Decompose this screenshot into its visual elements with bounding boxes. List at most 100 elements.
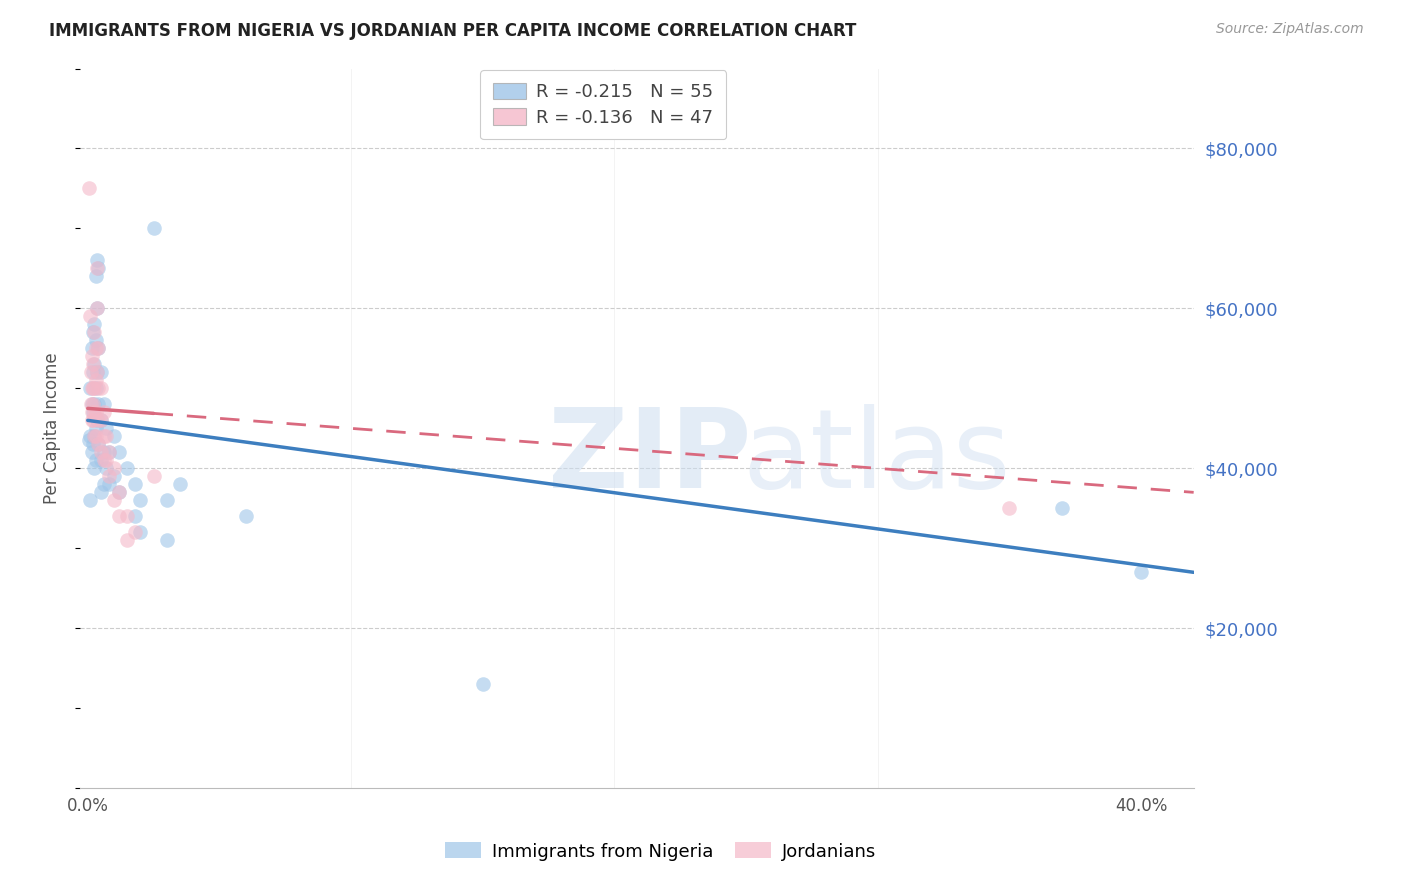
Point xyxy=(124,477,146,491)
Point xyxy=(93,429,115,443)
Point xyxy=(79,381,101,395)
Point xyxy=(83,326,105,340)
Point xyxy=(82,326,104,340)
Point xyxy=(87,342,110,356)
Point xyxy=(1050,501,1073,516)
Point xyxy=(93,445,115,459)
Point xyxy=(90,445,112,459)
Point xyxy=(86,301,108,316)
Point xyxy=(79,493,101,508)
Point xyxy=(97,469,120,483)
Point xyxy=(87,413,110,427)
Point xyxy=(80,381,103,395)
Point xyxy=(77,434,100,448)
Point xyxy=(103,461,125,475)
Point xyxy=(80,397,103,411)
Point xyxy=(80,350,103,364)
Point xyxy=(79,310,101,324)
Point xyxy=(82,437,104,451)
Point xyxy=(82,397,104,411)
Point xyxy=(87,437,110,451)
Point xyxy=(90,485,112,500)
Point xyxy=(97,445,120,459)
Point xyxy=(90,381,112,395)
Point xyxy=(90,413,112,427)
Point xyxy=(84,342,107,356)
Point xyxy=(96,453,118,467)
Point xyxy=(998,501,1021,516)
Point xyxy=(83,381,105,395)
Point xyxy=(80,342,103,356)
Point xyxy=(108,485,131,500)
Point xyxy=(86,365,108,379)
Point xyxy=(1130,566,1153,580)
Point xyxy=(87,397,110,411)
Point xyxy=(80,365,103,379)
Point xyxy=(117,533,139,548)
Point xyxy=(84,334,107,348)
Point xyxy=(83,358,105,372)
Point xyxy=(83,429,105,443)
Point xyxy=(82,365,104,379)
Point xyxy=(79,429,101,443)
Point xyxy=(97,477,120,491)
Point xyxy=(83,461,105,475)
Point xyxy=(87,261,110,276)
Point xyxy=(87,342,110,356)
Point xyxy=(80,445,103,459)
Point xyxy=(96,461,118,475)
Legend: Immigrants from Nigeria, Jordanians: Immigrants from Nigeria, Jordanians xyxy=(436,833,886,870)
Point xyxy=(82,381,104,395)
Point xyxy=(86,261,108,276)
Y-axis label: Per Capita Income: Per Capita Income xyxy=(44,352,60,504)
Point xyxy=(77,181,100,195)
Point xyxy=(82,358,104,372)
Text: ZIP: ZIP xyxy=(548,404,751,510)
Point xyxy=(87,437,110,451)
Point xyxy=(124,525,146,540)
Point xyxy=(471,677,494,691)
Text: atlas: atlas xyxy=(742,404,1011,510)
Point xyxy=(84,269,107,284)
Point xyxy=(80,397,103,411)
Point xyxy=(235,509,257,524)
Point xyxy=(83,429,105,443)
Point xyxy=(169,477,191,491)
Point xyxy=(90,453,112,467)
Point xyxy=(86,301,108,316)
Point xyxy=(84,405,107,419)
Legend: R = -0.215   N = 55, R = -0.136   N = 47: R = -0.215 N = 55, R = -0.136 N = 47 xyxy=(481,70,727,139)
Point xyxy=(93,405,115,419)
Point xyxy=(142,469,165,483)
Point xyxy=(108,445,131,459)
Point xyxy=(84,429,107,443)
Point xyxy=(93,397,115,411)
Point xyxy=(97,445,120,459)
Point xyxy=(103,469,125,483)
Point xyxy=(124,509,146,524)
Point xyxy=(80,405,103,419)
Point xyxy=(117,461,139,475)
Point xyxy=(96,421,118,435)
Point xyxy=(87,381,110,395)
Point xyxy=(86,253,108,268)
Point xyxy=(93,453,115,467)
Point xyxy=(82,405,104,419)
Point xyxy=(86,365,108,379)
Text: IMMIGRANTS FROM NIGERIA VS JORDANIAN PER CAPITA INCOME CORRELATION CHART: IMMIGRANTS FROM NIGERIA VS JORDANIAN PER… xyxy=(49,22,856,40)
Point xyxy=(129,525,152,540)
Point xyxy=(108,485,131,500)
Point xyxy=(80,413,103,427)
Point xyxy=(129,493,152,508)
Point xyxy=(86,413,108,427)
Point xyxy=(156,533,179,548)
Point xyxy=(142,221,165,235)
Point xyxy=(83,318,105,332)
Point xyxy=(83,405,105,419)
Point xyxy=(90,413,112,427)
Point xyxy=(93,477,115,491)
Point xyxy=(96,429,118,443)
Point xyxy=(84,421,107,435)
Point xyxy=(117,509,139,524)
Point xyxy=(156,493,179,508)
